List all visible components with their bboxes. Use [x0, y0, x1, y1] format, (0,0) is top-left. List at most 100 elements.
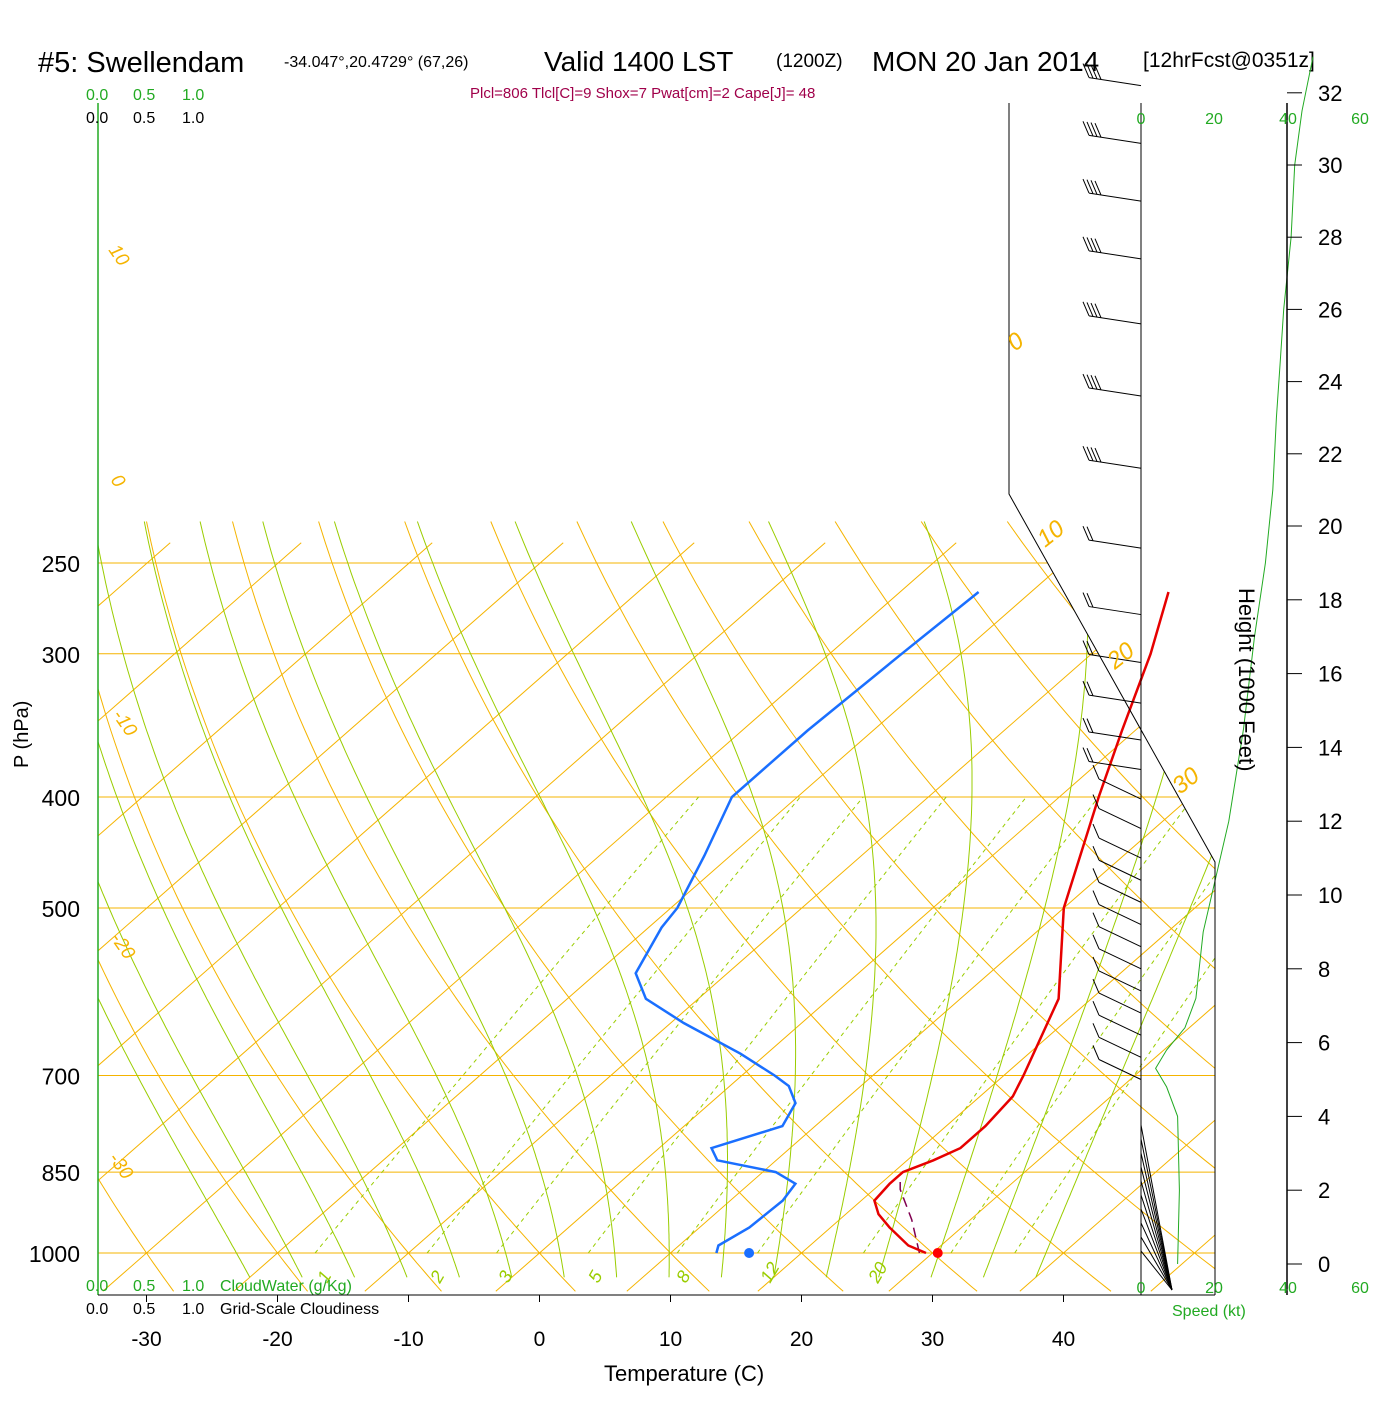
x-tick-label: -30 [131, 1328, 161, 1351]
wind-barb-flag [1093, 1046, 1099, 1060]
speed-tick-label: 60 [1351, 111, 1369, 128]
cloud-scale-label: 1.0 [182, 87, 204, 104]
wind-barb [1093, 868, 1141, 902]
mixing-ratio-line [677, 797, 1026, 1253]
cloudiness-label: Grid-Scale Cloudiness [220, 1301, 379, 1318]
moist-adiabat-line [515, 522, 727, 1278]
isotherm-line [496, 543, 1349, 1292]
wind-barb [1083, 718, 1141, 740]
wind-barb [1083, 526, 1141, 548]
height-tick-label: 2 [1318, 1178, 1330, 1203]
forecast-info: [12hrFcst@0351z] [1143, 49, 1315, 72]
mixing-ratio-label: 8 [672, 1267, 694, 1286]
wind-barb-flag [1093, 935, 1099, 949]
mixing-ratio-label: 3 [494, 1267, 516, 1286]
wind-barb-staff [1099, 927, 1141, 947]
height-tick-label: 24 [1318, 370, 1342, 395]
isotherm-line [0, 543, 170, 1292]
surface-temperature-point [933, 1248, 943, 1258]
cloud-scale-label: 1.0 [182, 110, 204, 127]
x-tick-label: 10 [659, 1328, 682, 1351]
wind-barb-flag [1093, 979, 1099, 993]
dry-adiabat-line [1179, 522, 1400, 1292]
isotherm-line [1151, 543, 1400, 1292]
isotherm-line [0, 543, 39, 1292]
x-axis-title: Temperature (C) [604, 1361, 764, 1386]
wind-barb-staff [1099, 809, 1141, 829]
wind-barb-flag [1093, 1023, 1099, 1037]
surface-dewpoint-point [744, 1248, 754, 1258]
moist-adiabat-line [48, 522, 355, 1278]
wind-barb-fan [1141, 1181, 1172, 1290]
background-lines [0, 522, 1400, 1292]
cloud-scale-label: 0.5 [133, 1301, 155, 1318]
mixing-ratio-label: 20 [864, 1259, 892, 1287]
y-tick-label: 400 [42, 785, 80, 811]
wind-barb [1083, 237, 1141, 259]
wind-barb-staff [1089, 540, 1141, 548]
valid-date: MON 20 Jan 2014 [872, 46, 1099, 77]
mixing-ratio-line [863, 797, 1193, 1253]
x-tick-label: -20 [262, 1328, 292, 1351]
isotherm-line [758, 543, 1400, 1292]
isotherm-label: 10 [1032, 515, 1070, 553]
x-tick-label: 40 [1052, 1328, 1075, 1351]
speed-tick-label: 0 [1137, 1280, 1146, 1297]
wind-barb-staff [1099, 993, 1141, 1013]
wind-barb-flag [1093, 824, 1099, 838]
wind-barb-flag [1093, 913, 1099, 927]
height-tick-label: 4 [1318, 1104, 1330, 1129]
wind-barb-staff [1099, 949, 1141, 969]
height-tick-label: 26 [1318, 297, 1342, 322]
moist-adiabat-line [1036, 522, 1337, 1278]
mixing-ratio-line [951, 797, 1272, 1253]
wind-barb [1083, 179, 1141, 201]
mixing-ratio-line [588, 797, 946, 1253]
isotherm-label: 0 [1002, 327, 1030, 357]
wind-barb [1083, 446, 1141, 468]
sounding-profiles [636, 57, 1313, 1290]
speed-label: Speed (kt) [1172, 1303, 1246, 1320]
y-tick-label: 700 [42, 1063, 80, 1089]
y-tick-label: 850 [42, 1160, 80, 1186]
height-tick-label: 18 [1318, 588, 1342, 613]
wind-barb [1083, 302, 1141, 324]
height-tick-label: 32 [1318, 81, 1342, 106]
mixing-ratio-label: 12 [756, 1259, 783, 1286]
wind-barb-staff [1089, 607, 1141, 615]
isotherm-label: 10 [104, 241, 134, 271]
isotherm-line [0, 543, 563, 1292]
mixing-ratio-label: 2 [426, 1267, 449, 1287]
wind-barb-fan [1141, 1167, 1172, 1290]
dry-adiabat-line [0, 522, 174, 1292]
height-tick-label: 6 [1318, 1031, 1330, 1056]
wind-barb-staff [1099, 838, 1141, 858]
isotherm-line [0, 543, 694, 1292]
moist-adiabat-line [200, 522, 512, 1278]
y-tick-label: 1000 [29, 1241, 80, 1267]
wind-barb [1083, 64, 1141, 86]
mixing-ratio-label: 5 [584, 1266, 607, 1286]
wind-barb [1093, 1001, 1141, 1035]
height-tick-label: 22 [1318, 442, 1342, 467]
wind-barbs [1083, 64, 1172, 1290]
x-tick-label: 30 [921, 1328, 944, 1351]
wind-barb [1093, 795, 1141, 829]
valid-time: Valid 1400 LST [544, 46, 733, 77]
cloud-scale-label: 0.5 [133, 1278, 155, 1295]
dry-adiabat-line [0, 522, 40, 1292]
height-tick-label: 12 [1318, 809, 1342, 834]
speed-tick-label: 20 [1205, 1280, 1223, 1297]
zulu-time: (1200Z) [776, 51, 843, 72]
height-tick-label: 28 [1318, 225, 1342, 250]
cloud-scale-label: 0.5 [133, 110, 155, 127]
height-tick-label: 0 [1318, 1252, 1330, 1277]
wind-barb-staff [1099, 1015, 1141, 1035]
isotherm-line [103, 543, 956, 1292]
cloud-scale-label: 1.0 [182, 1278, 204, 1295]
dry-adiabat-line [405, 522, 977, 1292]
isotherm-label: -20 [106, 929, 139, 964]
wind-barb [1093, 1023, 1141, 1057]
wind-barb [1093, 979, 1141, 1013]
cloud-scale-label: 0.0 [86, 110, 108, 127]
